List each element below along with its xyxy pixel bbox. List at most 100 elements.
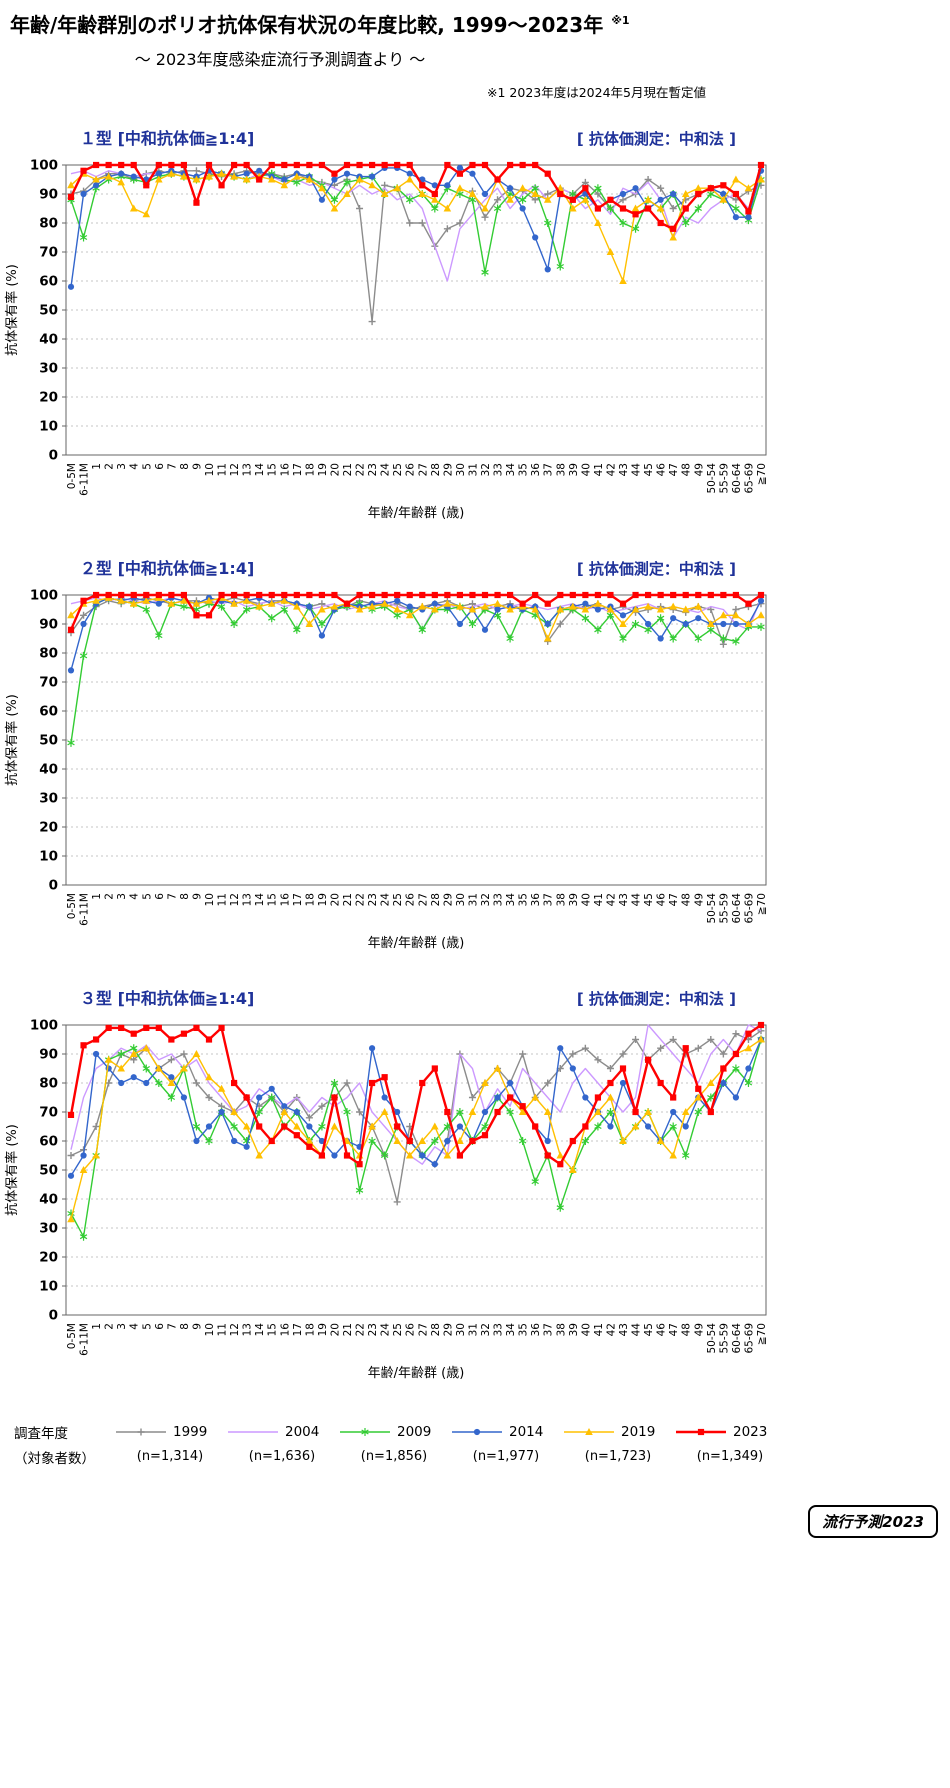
svg-text:10: 10	[204, 1323, 216, 1336]
svg-text:20: 20	[329, 893, 341, 906]
svg-text:34: 34	[505, 1323, 517, 1337]
svg-text:31: 31	[467, 893, 479, 906]
legend-n-head: （対象者数）	[14, 1450, 95, 1467]
svg-text:32: 32	[480, 463, 492, 476]
svg-text:0: 0	[49, 448, 58, 464]
svg-text:0-5M: 0-5M	[66, 893, 78, 919]
svg-text:60-64: 60-64	[731, 893, 743, 924]
legend-year-label: 2014	[509, 1423, 544, 1440]
svg-text:49: 49	[693, 893, 705, 906]
svg-text:14: 14	[254, 893, 266, 907]
svg-text:55-59: 55-59	[718, 1323, 730, 1354]
svg-text:19: 19	[317, 893, 329, 906]
svg-text:100: 100	[30, 588, 58, 604]
legend-marker-2009	[340, 1427, 390, 1436]
svg-text:20: 20	[39, 820, 58, 836]
chart-3-section: ３型 [中和抗体価≧1:4] [ 抗体価測定：中和法 ] 0 10 20 30 40 50…	[0, 985, 950, 1391]
svg-text:1: 1	[91, 1323, 103, 1330]
svg-text:60-64: 60-64	[731, 463, 743, 494]
legend-year-row: 調査年度 1999 2004 2009 2014 2019 2023	[14, 1419, 950, 1444]
release-badge: 流行予測2023	[808, 1505, 938, 1538]
svg-text:27: 27	[417, 893, 429, 906]
svg-text:70: 70	[39, 1105, 58, 1121]
svg-text:23: 23	[367, 463, 379, 476]
svg-text:26: 26	[405, 893, 417, 907]
svg-text:34: 34	[505, 893, 517, 907]
y-axis-title: 抗体保有率 (%)	[4, 1124, 20, 1216]
svg-text:29: 29	[442, 1323, 454, 1336]
x-axis-title: 年齢/年齢群 (歳)	[368, 506, 465, 521]
svg-text:21: 21	[342, 893, 354, 906]
svg-text:47: 47	[668, 893, 680, 906]
legend-item-1999: 1999	[114, 1424, 226, 1440]
svg-text:35: 35	[518, 893, 530, 906]
svg-text:6: 6	[154, 463, 166, 470]
svg-text:33: 33	[493, 1323, 505, 1336]
legend-year-label: 2019	[621, 1423, 656, 1440]
legend-item-2004: 2004	[226, 1424, 338, 1440]
svg-text:41: 41	[593, 463, 605, 476]
svg-text:70: 70	[39, 245, 58, 261]
svg-text:1: 1	[91, 893, 103, 900]
svg-text:18: 18	[304, 1323, 316, 1336]
legend-year-label: 1999	[173, 1423, 208, 1440]
svg-text:29: 29	[442, 893, 454, 906]
gridlines	[66, 1053, 766, 1287]
legend-n-label: (n=1,723)	[584, 1449, 652, 1464]
svg-text:38: 38	[555, 1323, 567, 1336]
svg-text:0-5M: 0-5M	[66, 463, 78, 489]
svg-text:8: 8	[179, 893, 191, 900]
y-axis-title: 抗体保有率 (%)	[4, 694, 20, 786]
svg-text:25: 25	[392, 893, 404, 906]
legend-n-label: (n=1,314)	[136, 1449, 204, 1464]
svg-text:38: 38	[555, 893, 567, 906]
svg-text:0: 0	[49, 1308, 58, 1324]
svg-text:40: 40	[39, 1192, 58, 1208]
legend-marker-1999	[116, 1428, 166, 1435]
svg-text:3: 3	[116, 463, 128, 470]
svg-text:43: 43	[618, 463, 630, 476]
svg-text:25: 25	[392, 1323, 404, 1336]
svg-text:16: 16	[279, 893, 291, 907]
svg-text:16: 16	[279, 463, 291, 477]
svg-text:15: 15	[267, 893, 279, 906]
svg-text:12: 12	[229, 893, 241, 906]
svg-text:50: 50	[39, 303, 58, 319]
chart-2-section: ２型 [中和抗体価≧1:4] [ 抗体価測定：中和法 ] 0 10 20 30 40 50…	[0, 555, 950, 961]
svg-text:5: 5	[141, 893, 153, 900]
svg-text:4: 4	[129, 893, 141, 900]
svg-text:17: 17	[292, 893, 304, 906]
svg-text:21: 21	[342, 1323, 354, 1336]
svg-text:16: 16	[279, 1323, 291, 1337]
svg-text:≧70: ≧70	[756, 1323, 768, 1345]
svg-text:2: 2	[104, 1323, 116, 1330]
legend-n-label: (n=1,636)	[248, 1449, 316, 1464]
svg-text:18: 18	[304, 463, 316, 476]
x-axis-labels: 0-5M 6-11M 1 2 3 4 5 6 7 8 9 10 11 12 13 14 15 16 17 18 19 20…	[66, 1323, 768, 1356]
svg-text:3: 3	[116, 893, 128, 900]
svg-text:44: 44	[631, 1323, 643, 1337]
svg-text:35: 35	[518, 463, 530, 476]
svg-text:23: 23	[367, 893, 379, 906]
svg-text:60: 60	[39, 704, 58, 720]
svg-text:18: 18	[304, 893, 316, 906]
badge-container: 流行予測2023	[0, 1505, 950, 1538]
svg-text:7: 7	[166, 463, 178, 470]
legend-marker-2014	[452, 1428, 502, 1435]
svg-text:31: 31	[467, 463, 479, 476]
svg-text:10: 10	[39, 849, 58, 865]
svg-text:38: 38	[555, 463, 567, 476]
svg-text:31: 31	[467, 1323, 479, 1336]
svg-text:36: 36	[530, 893, 542, 907]
page-title: 年齢/年齢群別のポリオ抗体保有状況の年度比較, 1999〜2023年 ※1	[10, 12, 950, 38]
svg-text:49: 49	[693, 1323, 705, 1336]
chart-2-plot: 0 10 20 30 40 50 60 70 80 90 100 抗体保有率 (%) 0-5M 6-11M…	[4, 588, 768, 952]
series-2023	[67, 1021, 765, 1168]
svg-text:10: 10	[204, 893, 216, 906]
svg-text:15: 15	[267, 463, 279, 476]
svg-text:50: 50	[39, 733, 58, 749]
svg-text:43: 43	[618, 1323, 630, 1336]
series-2023	[67, 591, 765, 633]
svg-text:90: 90	[39, 617, 58, 633]
